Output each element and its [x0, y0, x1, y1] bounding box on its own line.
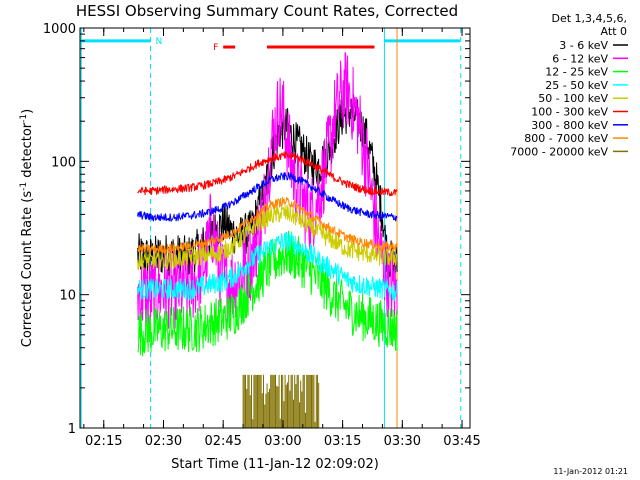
observing-status-bars: NF — [80, 37, 461, 53]
series-6-12-kev — [137, 52, 398, 334]
legend-label-800-7000-kev: 800 - 7000 keV — [524, 132, 608, 145]
x-tick-label: 02:15 — [85, 434, 122, 449]
x-tick-label: 02:45 — [204, 434, 241, 449]
plot-frame — [79, 27, 471, 429]
y-axis-ticks: 1 10 100 1000 — [43, 22, 470, 437]
timestamp: 11-Jan-2012 01:21 — [553, 467, 628, 476]
legend-label-300-800-kev: 300 - 800 keV — [531, 119, 608, 132]
x-tick-label: 02:30 — [145, 434, 182, 449]
legend-label-7000-20000-kev: 7000 - 20000 keV — [510, 145, 608, 158]
legend-header-attenuator: Att 0 — [601, 25, 627, 38]
series-line-12-25-kev — [137, 230, 398, 357]
series-line-25-50-kev — [137, 231, 398, 302]
x-tick-label: 03:15 — [324, 434, 361, 449]
y-tick-label: 1000 — [43, 22, 76, 37]
series-800-7000-kev — [137, 196, 398, 254]
series-line-800-7000-kev — [137, 196, 398, 254]
legend-label-12-25-kev: 12 - 25 keV — [545, 66, 608, 79]
series-line-100-300-kev — [137, 151, 398, 197]
x-tick-label: 03:00 — [264, 434, 301, 449]
legend-label-100-300-kev: 100 - 300 keV — [531, 106, 608, 119]
x-tick-label: 03:45 — [443, 434, 480, 449]
x-axis-ticks: 02:15 02:30 02:45 03:00 03:15 03:30 03:45 — [83, 28, 481, 449]
time-markers — [80, 28, 462, 428]
y-tick-label: 10 — [59, 289, 76, 304]
legend-header-detectors: Det 1,3,4,5,6, — [551, 12, 627, 25]
y-tick-label: 100 — [51, 155, 76, 170]
y-tick-label: 1 — [68, 422, 76, 437]
chart-title: HESSI Observing Summary Count Rates, Cor… — [76, 2, 458, 20]
legend-label-50-100-kev: 50 - 100 keV — [538, 92, 608, 105]
legend-label-6-12-kev: 6 - 12 keV — [552, 52, 608, 65]
series-12-25-kev — [137, 230, 398, 357]
series-25-50-kev — [137, 231, 398, 302]
series-100-300-kev — [137, 151, 398, 197]
series-300-800-kev — [137, 172, 398, 222]
series-line-7000-20000-kev — [242, 374, 320, 428]
status-bar-label: N — [156, 37, 163, 47]
status-bar-label: F — [213, 43, 218, 53]
series-7000-20000-kev — [242, 374, 320, 428]
x-tick-label: 03:30 — [384, 434, 421, 449]
legend-label-25-50-kev: 25 - 50 keV — [545, 79, 608, 92]
series-line-6-12-kev — [137, 52, 398, 334]
series-line-300-800-kev — [137, 172, 398, 222]
y-axis-label: Corrected Count Rate (s-1 detector-1) — [19, 109, 35, 347]
legend-label-3-6-kev: 3 - 6 keV — [559, 39, 608, 52]
x-axis-label: Start Time (11-Jan-12 02:09:02) — [171, 457, 379, 472]
series-group — [137, 52, 398, 428]
